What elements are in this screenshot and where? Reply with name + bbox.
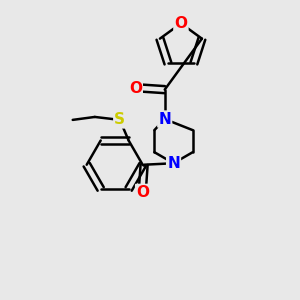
Text: O: O bbox=[136, 185, 149, 200]
Text: S: S bbox=[114, 112, 125, 128]
Text: O: O bbox=[174, 16, 188, 31]
Text: O: O bbox=[129, 81, 142, 96]
Text: N: N bbox=[167, 156, 180, 171]
Text: N: N bbox=[158, 112, 171, 127]
